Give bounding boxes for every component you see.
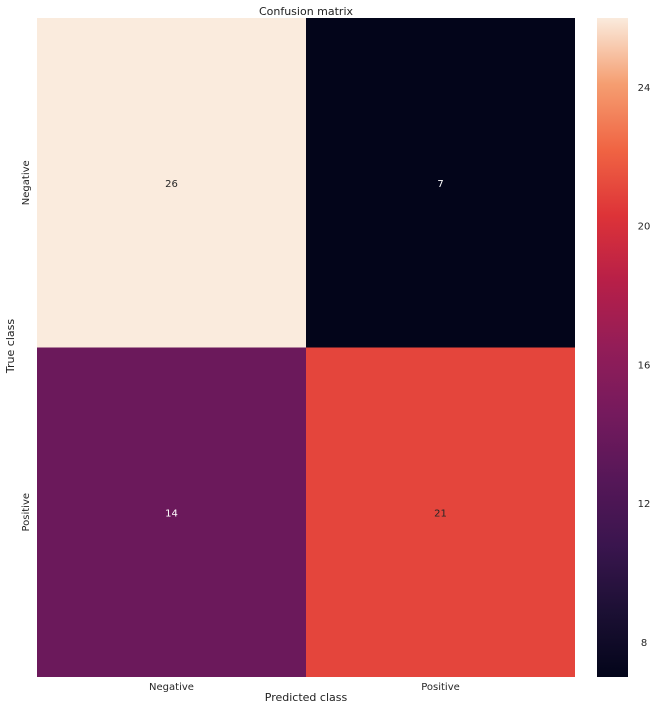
heatmap-cell bbox=[37, 18, 306, 348]
x-tick-label: Negative bbox=[149, 682, 194, 693]
y-tick-label: Negative bbox=[21, 160, 32, 205]
y-axis-tick-labels: Negative Positive bbox=[21, 160, 32, 531]
colorbar-tick-labels: 8 12 16 20 24 bbox=[638, 83, 651, 649]
x-axis-label: Predicted class bbox=[265, 691, 348, 704]
cell-value-label: 21 bbox=[434, 508, 447, 519]
cell-value-label: 14 bbox=[165, 508, 178, 519]
y-tick-label: Positive bbox=[21, 493, 32, 532]
cell-value-label: 26 bbox=[165, 179, 178, 190]
heatmap-cell-labels: 26 7 14 21 bbox=[165, 179, 447, 520]
heatmap-cell bbox=[306, 347, 575, 677]
colorbar-tick-label: 16 bbox=[638, 360, 651, 371]
colorbar-tick-label: 8 bbox=[641, 638, 647, 649]
x-tick-label: Positive bbox=[421, 682, 460, 693]
heatmap-cell bbox=[37, 347, 306, 677]
colorbar bbox=[597, 18, 628, 677]
x-axis-tick-labels: Negative Positive bbox=[149, 682, 460, 693]
y-axis-label: True class bbox=[4, 319, 17, 374]
colorbar-tick-label: 24 bbox=[638, 83, 651, 94]
heatmap-cell bbox=[306, 18, 575, 348]
colorbar-tick-label: 20 bbox=[638, 222, 651, 233]
colorbar-tick-label: 12 bbox=[638, 499, 651, 510]
cell-value-label: 7 bbox=[437, 179, 443, 190]
chart-title: Confusion matrix bbox=[259, 5, 354, 18]
heatmap-cells bbox=[37, 18, 575, 677]
